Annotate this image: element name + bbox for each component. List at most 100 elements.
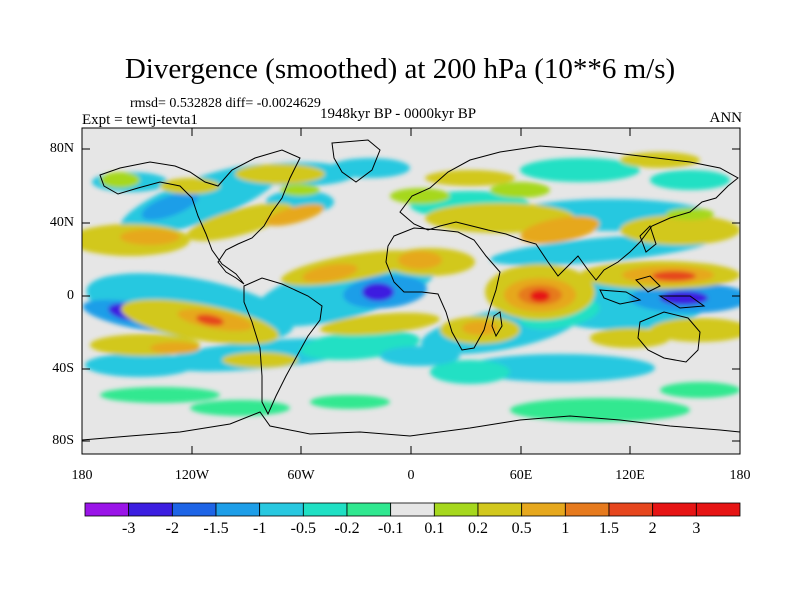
season-label: ANN [709, 110, 743, 126]
field-region [235, 164, 325, 184]
coastline-africa [385, 227, 501, 351]
field-region [100, 387, 220, 403]
field-region [310, 395, 390, 409]
colorbar-box [390, 502, 435, 517]
colorbar-label: 0.5 [511, 520, 532, 537]
field-region [280, 184, 320, 196]
divergence-field [82, 152, 740, 422]
field-region [265, 204, 325, 226]
experiment-label: Expt = tewtj-tevta1 [82, 112, 198, 128]
x-tick-label-180e: 180 [729, 468, 751, 483]
coastlines [82, 139, 740, 441]
coastline-japan [639, 225, 657, 253]
colorbar-box [695, 502, 741, 517]
field-region [141, 192, 199, 220]
colorbar-box [215, 502, 261, 517]
x-tick-label-180w: 180 [71, 468, 93, 483]
colorbar-box [128, 502, 173, 517]
colorbar-label: -1.5 [203, 520, 229, 537]
map-panel [82, 128, 740, 454]
field-region [222, 352, 298, 368]
coastline-south-america [243, 277, 323, 416]
field-region [462, 321, 498, 335]
field-region [430, 360, 510, 384]
colorbar-label: 0.2 [468, 520, 488, 537]
field-region [590, 328, 670, 348]
coastline-greenland [331, 139, 381, 183]
y-tick-label-0: 0 [67, 288, 74, 303]
colorbar-box [477, 502, 523, 517]
colorbar-box [564, 502, 610, 517]
coastline-indonesia [599, 275, 706, 309]
colorbar-box [521, 502, 566, 517]
field-region [650, 318, 740, 342]
field-region [520, 216, 600, 244]
colorbar-box [346, 502, 392, 517]
coastline-madagascar [491, 311, 503, 338]
coastline-antarctica [82, 411, 740, 441]
field-region [660, 382, 740, 398]
colorbar-box [652, 502, 697, 517]
field-region [666, 208, 714, 220]
field-region [302, 263, 358, 283]
colorbar-label: -3 [121, 520, 136, 537]
y-tick-label-40s: 40S [52, 361, 74, 376]
field-region [390, 188, 450, 204]
field-region [362, 283, 394, 301]
coastline-north-america [99, 149, 301, 285]
field-region [520, 158, 640, 182]
period-label: 1948kyr BP - 0000kyr BP [320, 106, 477, 122]
field-region [620, 215, 740, 245]
field-region [252, 253, 438, 327]
field-region [330, 158, 410, 178]
field-region [150, 342, 200, 354]
field-region [425, 170, 515, 186]
field-region [120, 229, 180, 245]
field-region [85, 353, 195, 377]
y-tick-label-80s: 80S [52, 433, 74, 448]
colorbar-box [84, 502, 130, 517]
field-region [530, 290, 550, 302]
coastline-australia [637, 311, 701, 363]
x-tick-label-120w: 120W [174, 468, 210, 483]
y-tick-label-80n: 80N [49, 141, 74, 156]
colorbar-label: -0.1 [377, 520, 404, 537]
field-region [160, 178, 220, 194]
rmsd-diff-stats: rmsd= 0.532828 diff= -0.0024629 [130, 96, 321, 111]
field-region [100, 172, 140, 188]
field-region [650, 170, 730, 190]
field-region [510, 398, 690, 422]
field-region [652, 271, 696, 281]
field-region [620, 152, 700, 168]
colorbar-box [433, 502, 479, 517]
x-tick-label-60w: 60W [287, 468, 315, 483]
colorbar-box [259, 502, 304, 517]
field-region [320, 312, 440, 336]
colorbar-label: -2 [165, 520, 179, 537]
colorbar-label: -1 [252, 520, 267, 537]
x-tick-label-60e: 60E [509, 468, 533, 483]
colorbar-box [171, 502, 217, 517]
field-region [490, 182, 550, 198]
coastline-eurasia [399, 145, 739, 281]
x-tick-label-120e: 120E [615, 468, 645, 483]
field-region [190, 400, 290, 416]
colorbar-box [302, 502, 348, 517]
colorbar-label: -0.5 [290, 520, 316, 537]
plot-title: Divergence (smoothed) at 200 hPa (10**6 … [124, 53, 676, 85]
colorbar-box [608, 502, 654, 517]
field-region [380, 346, 460, 366]
colorbar-label: 1.5 [599, 520, 619, 537]
colorbar-label: -0.2 [334, 520, 360, 537]
colorbar-label: 3 [692, 520, 701, 537]
x-tick-label-0: 0 [407, 468, 415, 483]
axis-ticks [82, 128, 740, 454]
y-tick-label-40n: 40N [49, 215, 74, 230]
colorbar-label: 1 [561, 520, 570, 537]
field-region [660, 291, 708, 305]
field-region [398, 251, 442, 269]
field-region [196, 314, 224, 326]
field-region [186, 203, 294, 241]
colorbar-label: 2 [648, 520, 657, 537]
